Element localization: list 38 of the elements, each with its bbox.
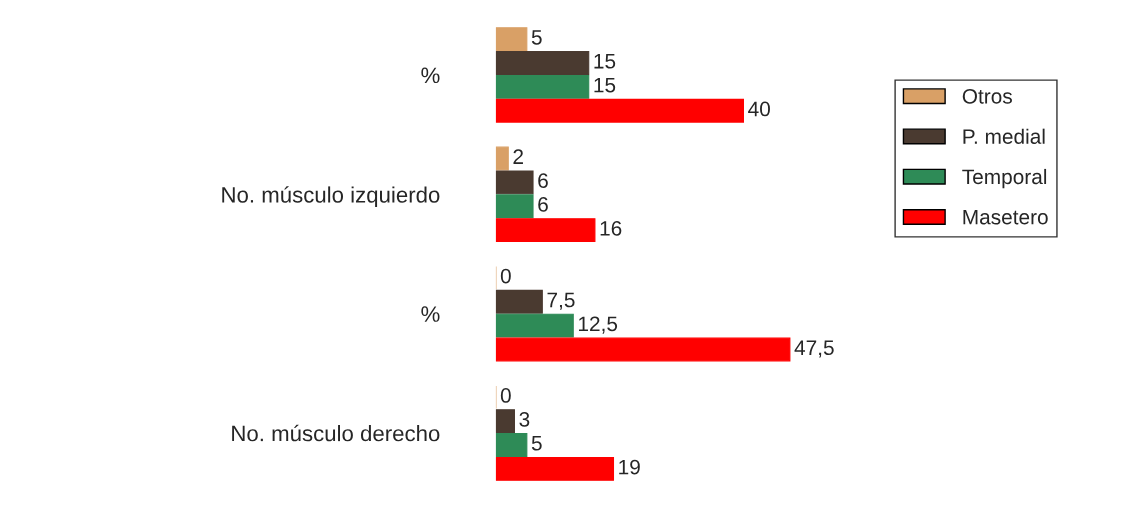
data-label: 16 bbox=[600, 220, 622, 236]
data-label: 0 bbox=[500, 268, 511, 284]
y-tick-label: No. músculo derecho bbox=[232, 424, 440, 442]
data-label: 2 bbox=[513, 149, 523, 164]
bar bbox=[495, 27, 528, 52]
legend-label: Masetero bbox=[963, 209, 1048, 225]
data-label: 5 bbox=[531, 436, 542, 451]
legend-label: P. medial bbox=[963, 128, 1045, 144]
bar bbox=[495, 170, 534, 195]
bar bbox=[495, 194, 534, 219]
y-tick-label: % bbox=[421, 306, 440, 322]
bar bbox=[495, 51, 590, 75]
data-label: 15 bbox=[594, 54, 616, 69]
bar bbox=[495, 218, 596, 243]
data-label: 0 bbox=[500, 388, 511, 403]
bar bbox=[495, 98, 745, 123]
y-tick-label: % bbox=[421, 67, 440, 84]
data-label: 12,5 bbox=[579, 316, 618, 334]
data-label: 7,5 bbox=[547, 292, 575, 310]
bar bbox=[495, 337, 791, 362]
data-label: 40 bbox=[748, 101, 770, 117]
data-label: 6 bbox=[538, 197, 548, 212]
bar bbox=[495, 289, 543, 314]
bar bbox=[495, 74, 590, 99]
data-label: 5 bbox=[531, 30, 542, 45]
data-label: 47,5 bbox=[794, 340, 834, 358]
data-label: 6 bbox=[538, 173, 548, 188]
legend-label: Temporal bbox=[962, 168, 1047, 189]
data-label: 19 bbox=[619, 459, 640, 475]
data-label: 3 bbox=[519, 411, 530, 427]
bar bbox=[495, 433, 528, 457]
bar bbox=[495, 146, 509, 171]
bar bbox=[495, 409, 516, 434]
data-label: 15 bbox=[594, 77, 616, 93]
y-tick-label: No. músculo izquierdo bbox=[222, 186, 440, 208]
bar bbox=[495, 456, 615, 481]
legend-label: Otros bbox=[962, 88, 1012, 104]
bar bbox=[495, 313, 574, 338]
